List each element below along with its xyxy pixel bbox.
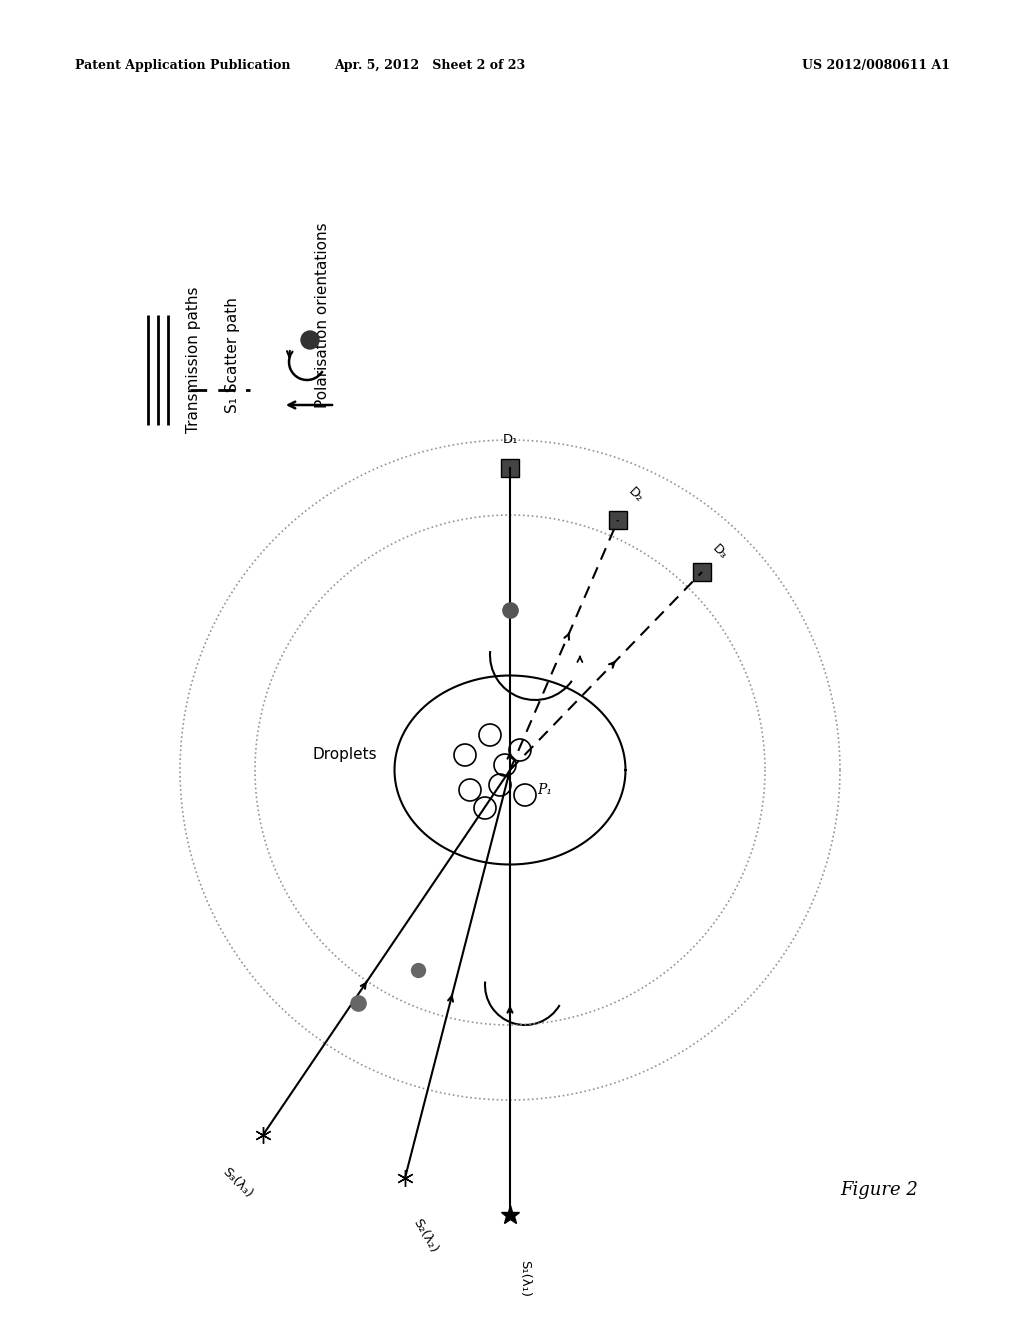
Text: Droplets: Droplets xyxy=(312,747,377,763)
Text: D₃: D₃ xyxy=(710,543,730,562)
Text: Figure 2: Figure 2 xyxy=(840,1181,918,1199)
Text: Patent Application Publication: Patent Application Publication xyxy=(75,58,291,71)
Text: D₂: D₂ xyxy=(626,484,646,506)
Text: D₁: D₁ xyxy=(503,433,518,446)
Text: Polarisation orientations: Polarisation orientations xyxy=(315,222,330,408)
Text: S₁(λ₁): S₁(λ₁) xyxy=(518,1261,531,1298)
Text: Transmission paths: Transmission paths xyxy=(186,286,201,433)
Text: P₁: P₁ xyxy=(538,783,553,797)
Circle shape xyxy=(301,331,319,348)
FancyBboxPatch shape xyxy=(501,459,519,477)
Text: S₃(λ₃): S₃(λ₃) xyxy=(219,1166,255,1200)
FancyBboxPatch shape xyxy=(693,564,711,581)
Text: S₁ Scatter path: S₁ Scatter path xyxy=(225,297,240,413)
Text: US 2012/0080611 A1: US 2012/0080611 A1 xyxy=(802,58,950,71)
FancyBboxPatch shape xyxy=(609,511,627,529)
Text: S₂(λ₂): S₂(λ₂) xyxy=(410,1216,440,1255)
Text: Apr. 5, 2012   Sheet 2 of 23: Apr. 5, 2012 Sheet 2 of 23 xyxy=(335,58,525,71)
